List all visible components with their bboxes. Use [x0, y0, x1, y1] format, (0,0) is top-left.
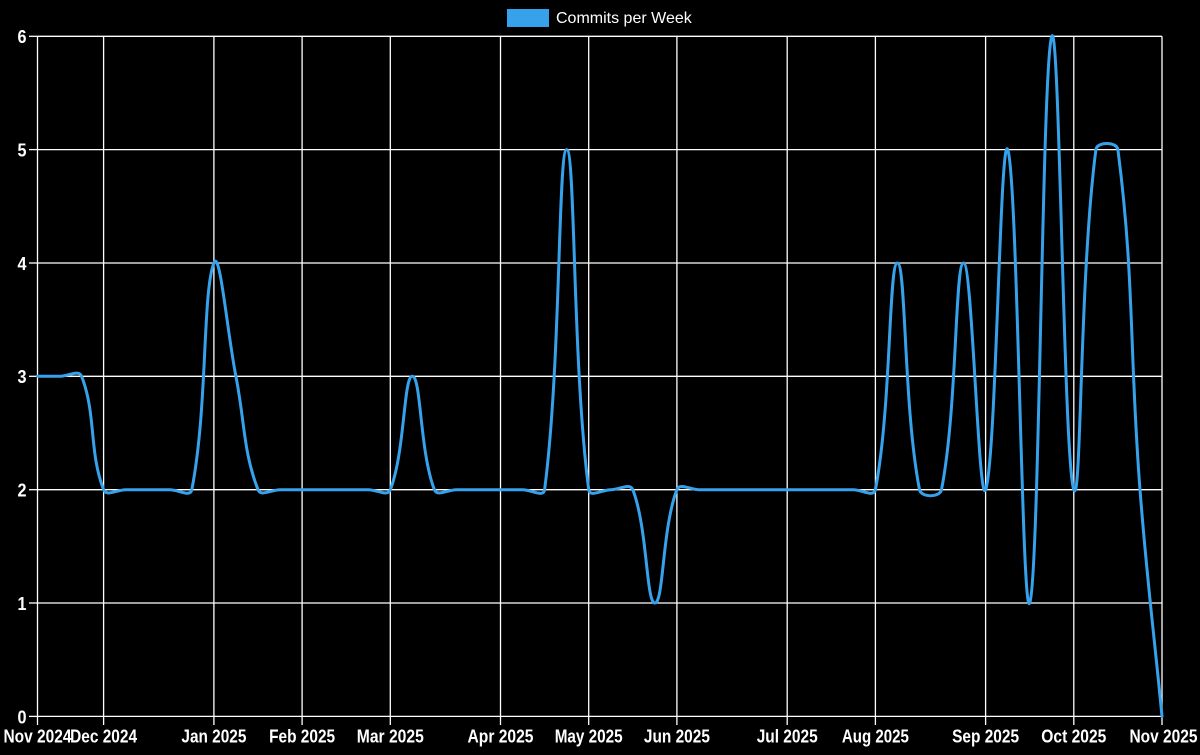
- svg-text:Jul 2025: Jul 2025: [757, 727, 818, 747]
- svg-text:Commits per Week: Commits per Week: [556, 10, 693, 27]
- svg-text:4: 4: [18, 253, 28, 274]
- svg-text:Nov 2024: Nov 2024: [4, 727, 72, 747]
- svg-text:0: 0: [18, 706, 27, 727]
- svg-text:6: 6: [18, 26, 27, 47]
- svg-text:Apr 2025: Apr 2025: [468, 727, 534, 747]
- svg-text:Jan 2025: Jan 2025: [181, 727, 246, 747]
- svg-text:5: 5: [18, 140, 27, 161]
- svg-text:Aug 2025: Aug 2025: [842, 727, 909, 747]
- svg-text:1: 1: [18, 593, 27, 614]
- svg-text:Dec 2024: Dec 2024: [70, 727, 137, 747]
- svg-text:2: 2: [18, 480, 27, 501]
- svg-text:Sep 2025: Sep 2025: [952, 727, 1019, 747]
- svg-text:Mar 2025: Mar 2025: [357, 727, 424, 747]
- svg-text:Oct 2025: Oct 2025: [1041, 727, 1106, 747]
- svg-text:3: 3: [18, 366, 27, 387]
- svg-text:Nov 2025: Nov 2025: [1130, 727, 1198, 747]
- svg-text:Jun 2025: Jun 2025: [644, 727, 710, 747]
- svg-text:May 2025: May 2025: [555, 727, 623, 747]
- svg-text:Feb 2025: Feb 2025: [269, 727, 335, 747]
